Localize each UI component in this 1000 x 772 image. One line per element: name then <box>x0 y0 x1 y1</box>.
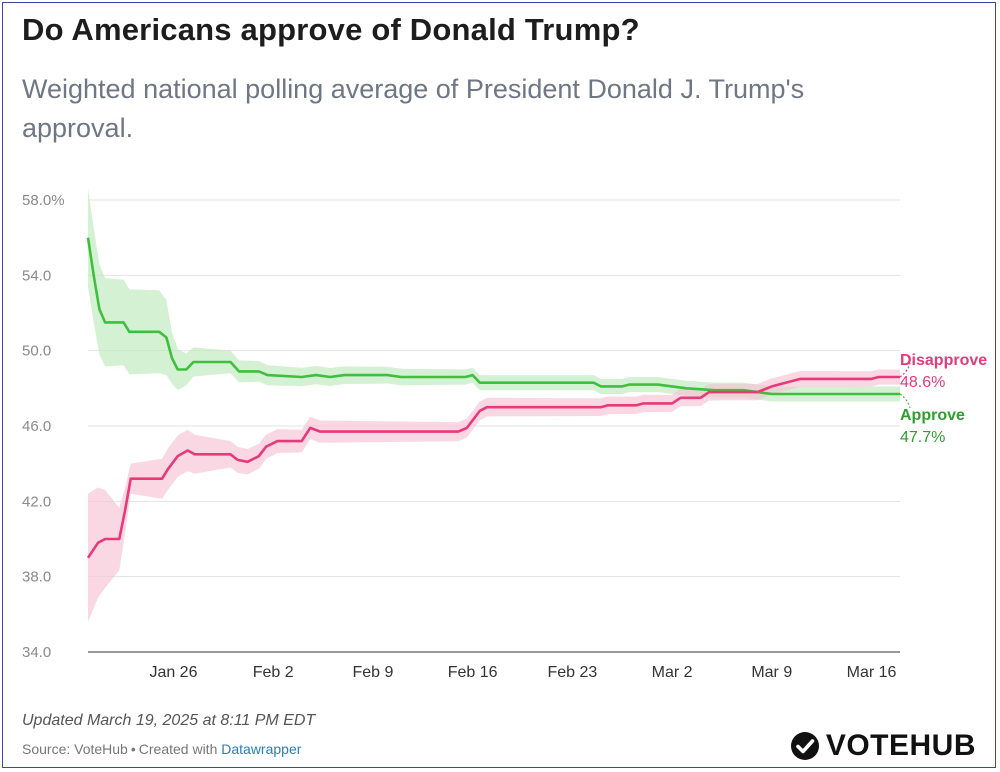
x-tick-label: Feb 16 <box>448 664 498 681</box>
source-separator: • <box>130 741 136 757</box>
source-text: Source: VoteHub <box>22 741 128 757</box>
x-tick-label: Feb 2 <box>253 664 294 681</box>
chart-title: Do Americans approve of Donald Trump? <box>22 12 640 47</box>
x-tick-label: Feb 9 <box>352 664 393 681</box>
y-tick-label: 50.0 <box>22 343 51 360</box>
disapprove-leader-line <box>899 362 911 378</box>
votehub-logo: VOTEHUB <box>790 729 976 763</box>
disapprove-label: Disapprove <box>900 352 987 369</box>
gridlines <box>88 199 900 653</box>
y-tick-label: 54.0 <box>22 267 51 284</box>
datawrapper-link[interactable]: Datawrapper <box>221 741 302 757</box>
approve-label: Approve <box>900 407 965 424</box>
check-circle-icon <box>790 732 819 760</box>
approve-value: 47.7% <box>900 429 945 446</box>
approve-line <box>86 237 900 396</box>
y-tick-label: 34.0 <box>22 644 51 661</box>
disapprove-confidence-band <box>88 369 900 622</box>
y-tick-label: 42.0 <box>22 493 51 510</box>
y-tick-label: 58.0% <box>22 192 65 209</box>
logo-text: VOTEHUB <box>825 729 976 762</box>
disapprove-line <box>86 375 900 559</box>
x-tick-label: Jan 26 <box>149 664 197 681</box>
chart-subtitle: Weighted national polling average of Pre… <box>22 74 805 143</box>
x-tick-label: Feb 23 <box>547 664 597 681</box>
updated-timestamp: Updated March 19, 2025 at 8:11 PM EDT <box>22 712 316 729</box>
source-line: Source: VoteHub • Created with Datawrapper <box>22 741 301 757</box>
x-tick-label: Mar 9 <box>751 664 792 681</box>
y-tick-label: 46.0 <box>22 418 51 435</box>
y-axis-tick-labels: 34.0 38.0 42.0 46.0 50.0 54.0 58.0% <box>22 192 65 661</box>
x-tick-label: Mar 2 <box>652 664 693 681</box>
end-labels: Disapprove 48.6% Approve 47.7% <box>899 352 987 446</box>
series-lines <box>86 237 900 559</box>
created-with-text: Created with <box>138 741 218 757</box>
disapprove-value: 48.6% <box>900 374 945 391</box>
approval-chart: 34.0 38.0 42.0 46.0 50.0 54.0 58.0% Jan 26 Feb … <box>22 188 987 681</box>
approve-confidence-band <box>88 188 900 402</box>
approve-leader-line <box>899 393 911 409</box>
x-tick-label: Mar 16 <box>847 664 897 681</box>
confidence-bands <box>88 188 900 622</box>
y-tick-label: 38.0 <box>22 569 51 586</box>
x-axis-tick-labels: Jan 26 Feb 2 Feb 9 Feb 16 Feb 23 Mar 2 Mar 9 Ma… <box>149 664 896 681</box>
